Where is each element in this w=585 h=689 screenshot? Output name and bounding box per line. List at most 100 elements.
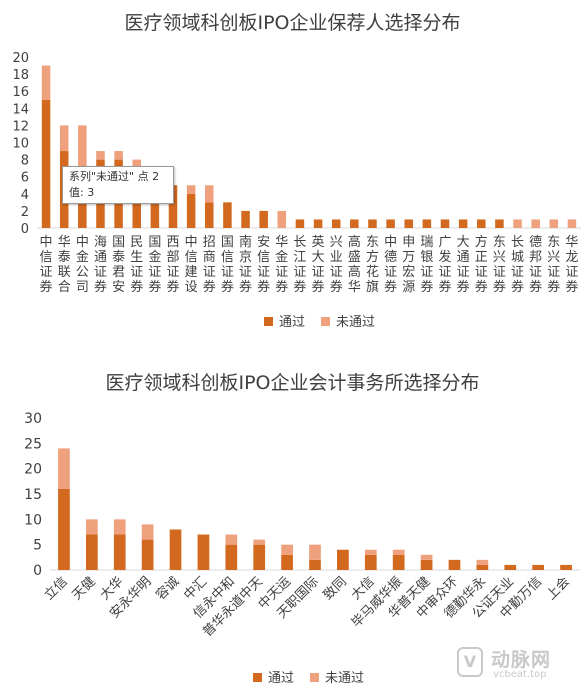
chart-1-bar-pass	[313, 219, 323, 228]
chart-1-title: 医疗领域科创板IPO企业保荐人选择分布	[124, 12, 461, 34]
chart-1-y-tick-label: 0	[21, 222, 29, 237]
chart-1-category-label: 东	[547, 235, 560, 250]
chart-1-legend-swatch-fail	[321, 317, 330, 326]
chart-1-bar-pass	[41, 99, 51, 228]
chart-2-y-tick-label: 0	[33, 563, 42, 579]
chart-2-bar-pass	[476, 564, 489, 570]
chart-1-category-label: 证	[94, 265, 107, 280]
chart-1-category-label: 证	[130, 265, 143, 280]
chart-1-category-label: 华	[58, 235, 71, 250]
chart-1-category-label: 国	[112, 235, 125, 250]
chart-2-bar-pass	[560, 564, 572, 570]
chart-1-category-label: 券	[493, 279, 506, 295]
chart-2-y-tick-label: 30	[24, 411, 42, 427]
chart-1-y-tick-label: 12	[12, 119, 29, 134]
chart-2-bar-fail	[225, 534, 238, 545]
chart-1-category-label: 券	[130, 279, 143, 295]
chart-1-category-label: 建	[185, 265, 198, 280]
chart-1-category-label: 大	[312, 250, 325, 265]
chart-1-y-tick-label: 2	[21, 205, 29, 220]
chart-1-category-label: 长	[511, 235, 524, 250]
chart-1-category-label: 合	[58, 280, 71, 295]
chart-2-bar-pass	[197, 534, 210, 570]
chart-2-bar-pass	[309, 559, 321, 570]
chart-2-bar-fail	[420, 554, 433, 560]
chart-1-bar-pass	[331, 219, 341, 228]
chart-2-y-tick-label: 15	[24, 487, 42, 503]
chart-1-category-label: 证	[565, 265, 578, 280]
chart-2-category-label: 天健	[70, 574, 99, 603]
chart-1-category-label: 券	[529, 279, 542, 295]
chart-2-category-label: 立信	[42, 574, 71, 603]
chart-1-category-label: 联	[58, 265, 71, 280]
chart-1-category-label: 券	[40, 279, 53, 295]
chart-2-bar-fail	[476, 559, 489, 565]
tooltip-line-1: 系列"未通过" 点 2	[69, 170, 160, 183]
chart-1-category-label: 万	[402, 250, 415, 265]
chart-1-category-label: 中	[384, 235, 397, 250]
chart-1-y-tick-label: 8	[21, 154, 29, 169]
chart-1-category-label: 证	[148, 265, 161, 280]
chart-1-category-label: 民	[130, 235, 143, 250]
chart-1-category-label: 证	[438, 265, 451, 280]
chart-2-bar-fail	[113, 519, 126, 535]
chart-1-category-label: 旗	[366, 279, 379, 295]
chart-1-category-label: 信	[185, 250, 198, 265]
chart-1-legend-label-pass: 通过	[279, 315, 305, 330]
chart-1-category-label: 券	[384, 279, 397, 295]
chart-1-category-label: 德	[529, 235, 542, 250]
chart-1-category-label: 安	[257, 235, 270, 250]
chart-1-category-label: 券	[221, 279, 234, 295]
chart-1-bar-fail	[531, 219, 540, 228]
chart-1-category-label: 东	[366, 235, 379, 250]
chart-2-y-tick-label: 20	[24, 462, 42, 478]
chart-2-y-tick-label: 10	[24, 512, 42, 528]
chart-1-bar-pass	[440, 219, 450, 228]
chart-1-bar-pass	[259, 210, 268, 228]
chart-1-bar-pass	[458, 219, 468, 228]
chart-1-bar-pass	[477, 219, 486, 228]
chart-1-category-label: 国	[221, 235, 234, 250]
chart-1-category-label: 证	[547, 265, 560, 280]
chart-tooltip: 系列"未通过" 点 2 值: 3	[62, 166, 174, 204]
chart-1-bar-pass	[495, 219, 504, 228]
chart-2-legend-label-pass: 通过	[268, 671, 294, 686]
chart-1-category-label: 中	[40, 235, 53, 250]
chart-2-bar-fail	[364, 549, 377, 555]
chart-1-bar-pass	[404, 219, 413, 228]
chart-1-category-label: 兴	[493, 250, 506, 265]
chart-1-category-label: 西	[166, 235, 179, 250]
chart-1-category-label: 证	[40, 265, 53, 280]
chart-1-bar-pass	[186, 193, 196, 228]
chart-1-category-label: 证	[384, 265, 397, 280]
chart-1-category-label: 部	[166, 250, 179, 265]
chart-1-category-label: 证	[529, 265, 542, 280]
chart-1-category-label: 邦	[529, 250, 542, 265]
chart-2-bar-pass	[392, 554, 405, 570]
chart-1-bar-pass	[223, 202, 232, 228]
chart-1-category-label: 宏	[402, 265, 415, 280]
chart-2-y-tick-label: 5	[33, 538, 42, 554]
chart-1-bar-fail	[78, 125, 87, 169]
chart-1-y-tick-label: 18	[12, 68, 29, 83]
chart-1-category-label: 金	[76, 249, 89, 265]
chart-1-category-label: 长	[293, 235, 306, 250]
chart-2-bar-pass	[169, 529, 182, 570]
chart-1-category-label: 海	[94, 235, 107, 250]
chart-1-category-label: 公	[76, 265, 89, 280]
chart-1-category-label: 城	[511, 250, 524, 265]
chart-2-bar-fail	[309, 544, 321, 560]
chart-1-category-label: 设	[185, 280, 198, 295]
chart-1-category-label: 龙	[565, 250, 578, 265]
chart-1-bar-fail	[549, 219, 559, 228]
chart-1-bar-pass	[368, 219, 377, 228]
chart-1-bar-fail	[186, 185, 196, 194]
chart-1-category-label: 盛	[348, 250, 361, 265]
chart-1-category-label: 证	[420, 265, 433, 280]
chart-2-legend-label-fail: 未通过	[325, 671, 364, 686]
chart-2-legend-swatch-fail	[310, 673, 319, 682]
chart-1-category-label: 证	[330, 265, 343, 280]
chart-1-category-label: 兴	[547, 250, 560, 265]
chart-1-category-label: 通	[457, 250, 470, 265]
chart-1-bar-fail	[567, 219, 577, 228]
